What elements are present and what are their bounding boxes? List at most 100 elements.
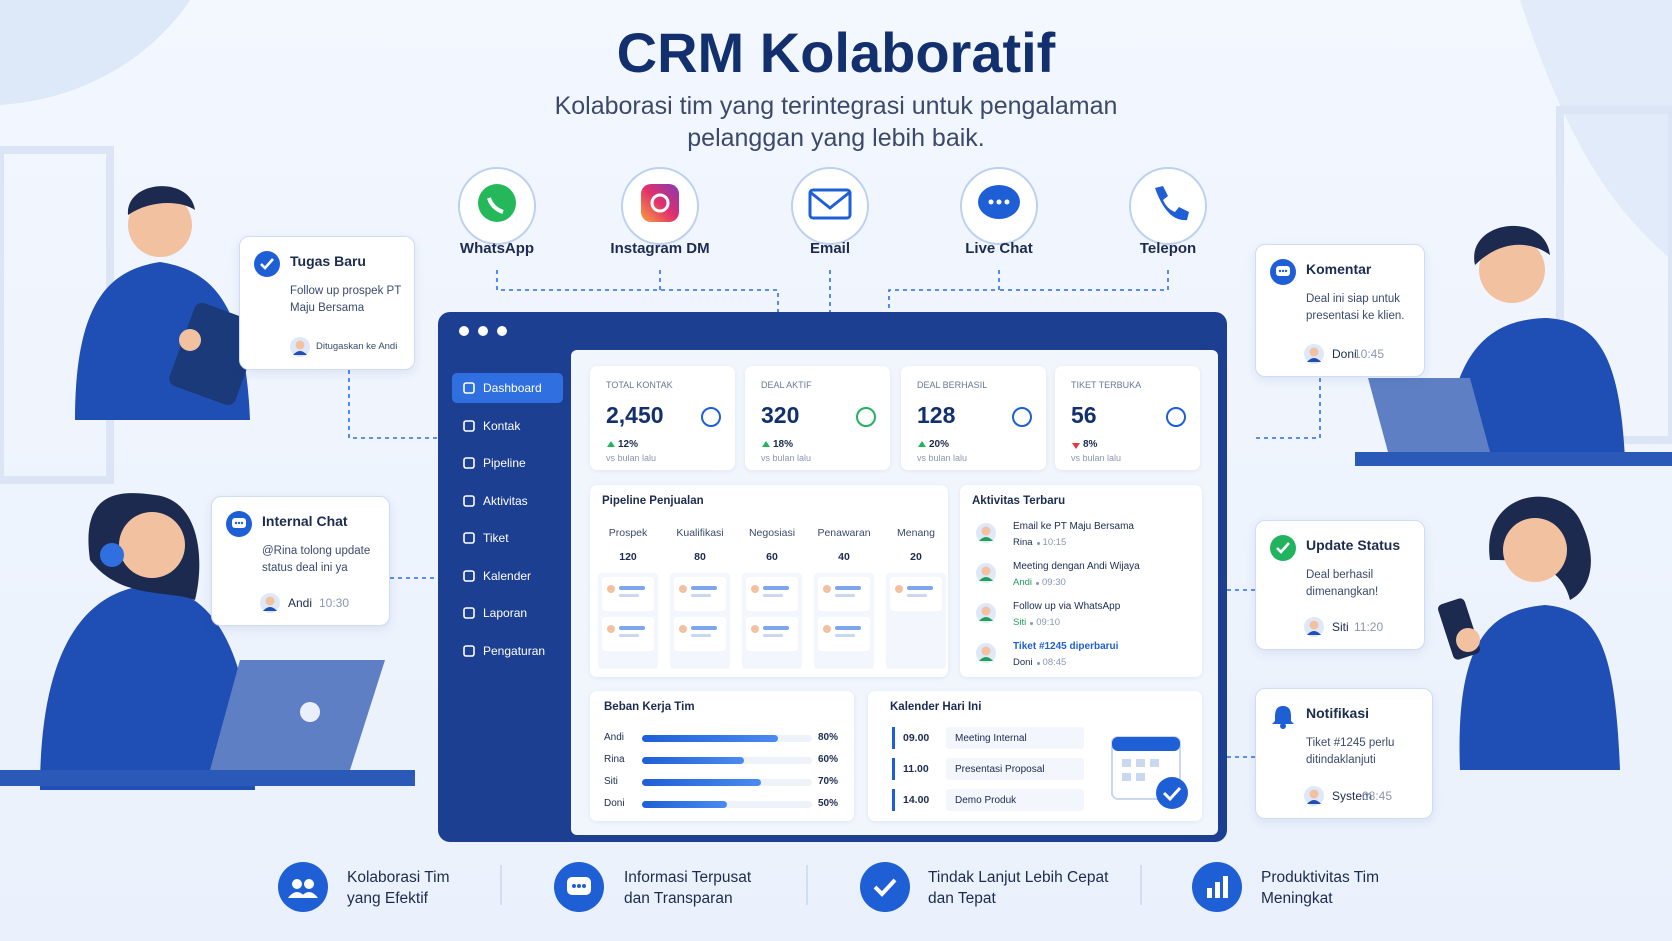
sidebar-icon <box>462 494 476 508</box>
card-footer: Ditugaskan ke Andi <box>316 341 398 352</box>
avatar <box>976 603 996 623</box>
card-text: @Rina tolong update status deal ini ya <box>262 545 371 574</box>
panel-title: Kalender Hari Ini <box>890 701 982 713</box>
kpi-label: TIKET TERBUKA <box>1071 380 1142 390</box>
channel-label: WhatsApp <box>459 240 535 257</box>
sidebar-item: Kontak <box>483 418 521 433</box>
kpi-value: 2,450 <box>606 402 664 428</box>
avatar <box>260 593 280 613</box>
sidebar-active <box>452 373 563 403</box>
benefit-text: Kolaborasi Tim yang Efektif <box>347 869 450 907</box>
activity-time: 09:30 <box>1042 577 1066 588</box>
channel-icon <box>620 166 700 246</box>
card: Update Status Deal berhasil dimenangkan! S… <box>1255 520 1425 650</box>
blob <box>0 0 190 105</box>
stage-count: 60 <box>766 551 778 563</box>
avatar <box>976 643 996 663</box>
kpi-icon <box>1165 406 1187 428</box>
avatar <box>1304 344 1324 364</box>
subtitle: Kolaborasi tim yang terintegrasi untuk p… <box>554 92 1118 152</box>
activity-text: Tiket #1245 diperbarui <box>1013 641 1119 652</box>
stage-name: Kualifikasi <box>676 527 724 539</box>
panel-title: Beban Kerja Tim <box>604 701 695 713</box>
sidebar-item: Pengaturan <box>483 643 546 658</box>
sidebar-icon <box>462 644 476 658</box>
title: CRM Kolaboratif <box>616 21 1056 84</box>
event-title: Demo Produk <box>955 795 1017 806</box>
card-user: System <box>1332 789 1373 803</box>
card: Tugas Baru Follow up prospek PT Maju Bers… <box>239 236 415 370</box>
stage-name: Menang <box>897 527 935 539</box>
workload-bar <box>642 735 778 742</box>
kpi-card: TIKET TERBUKA 56 8% vs bulan lalu <box>1055 366 1200 470</box>
person-illustration <box>1438 496 1620 770</box>
event-title: Presentasi Proposal <box>955 764 1045 775</box>
connectors <box>348 270 1321 758</box>
activity-time: 08:45 <box>1042 657 1067 668</box>
event-bar <box>892 727 895 749</box>
panel-title: Pipeline Penjualan <box>602 495 704 507</box>
card-title: Notifikasi <box>1306 705 1370 721</box>
member-name: Rina <box>604 754 625 765</box>
card-icon <box>1269 534 1297 562</box>
workload-bar <box>642 801 727 808</box>
kpi-note: vs bulan lalu <box>761 453 812 463</box>
event-bar <box>892 758 895 780</box>
workload-panel: Beban Kerja Tim Andi 80% Rina 60% Siti 70% Doni… <box>590 691 854 821</box>
card: Komentar Deal ini siap untuk presentasi k… <box>1255 244 1425 377</box>
kpi-change: 8% <box>1083 439 1098 450</box>
kpi-card: TOTAL KONTAK 2,450 12% vs bulan lalu <box>590 366 735 470</box>
stage-column <box>670 573 730 669</box>
activity-text: Follow up via WhatsApp <box>1013 601 1121 612</box>
blob <box>1520 0 1672 260</box>
event-time: 09.00 <box>903 732 930 744</box>
deal-card <box>818 617 870 651</box>
value-label: 70% <box>817 776 838 787</box>
card-user: Doni <box>1332 347 1357 361</box>
kpi-value: 128 <box>917 402 956 428</box>
benefit-text: Produktivitas Tim Meningkat <box>1261 869 1380 907</box>
activity-text: Email ke PT Maju Bersama <box>1013 521 1134 532</box>
deal-card <box>746 617 798 651</box>
channel-label: Telepon <box>1139 240 1197 257</box>
member-name: Andi <box>604 732 625 743</box>
kpi-icon <box>855 406 877 428</box>
card-user: Andi <box>288 596 313 610</box>
benefit-icon <box>860 862 910 912</box>
channel-icon <box>457 166 537 246</box>
person-illustration <box>75 186 261 420</box>
stage-column <box>814 573 874 669</box>
card-title: Internal Chat <box>262 513 348 529</box>
deal-card <box>818 577 870 611</box>
sidebar-icon <box>462 456 476 470</box>
event-bar <box>892 789 895 811</box>
stage-count: 20 <box>910 551 922 563</box>
stage-count: 80 <box>694 551 706 563</box>
event-box <box>946 727 1084 749</box>
channel-label: Instagram DM <box>610 240 710 257</box>
kpi-change: 12% <box>618 439 639 450</box>
separator-dot <box>1036 582 1040 585</box>
card-icon <box>253 250 281 278</box>
avatar <box>290 337 310 357</box>
stage-name: Prospek <box>608 527 648 539</box>
channel-icon <box>959 166 1039 246</box>
channel-label: Email <box>809 240 851 257</box>
kpi-value: 320 <box>761 402 800 428</box>
sidebar-icon <box>462 569 476 583</box>
sidebar-item: Kalender <box>483 568 532 583</box>
activity-text: Meeting dengan Andi Wijaya <box>1013 561 1140 572</box>
sidebar-item: Dashboard <box>483 381 542 395</box>
activity-user: Doni <box>1013 657 1033 668</box>
kpi-card: DEAL AKTIF 320 18% vs bulan lalu <box>745 366 890 470</box>
value-label: 80% <box>817 732 838 743</box>
card-icon <box>1269 702 1297 730</box>
kpi-note: vs bulan lalu <box>1071 453 1122 463</box>
member-name: Doni <box>604 798 625 809</box>
benefit-icon <box>278 862 328 912</box>
sidebar-icon <box>462 381 476 395</box>
card-icon <box>225 510 253 538</box>
channel-icon <box>790 166 870 246</box>
member-name: Siti <box>604 776 618 787</box>
bar-track <box>642 801 812 808</box>
